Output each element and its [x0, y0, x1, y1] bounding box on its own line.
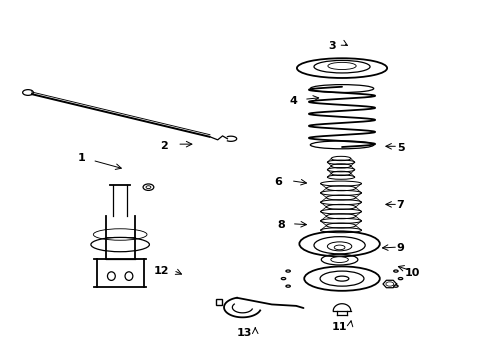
Text: 13: 13 [236, 328, 252, 338]
Ellipse shape [334, 276, 348, 281]
Text: 2: 2 [160, 141, 167, 151]
Ellipse shape [398, 278, 402, 280]
Text: 4: 4 [289, 96, 297, 106]
Ellipse shape [285, 270, 290, 272]
Text: 10: 10 [404, 268, 420, 278]
Text: 8: 8 [277, 220, 285, 230]
Ellipse shape [330, 257, 347, 262]
Ellipse shape [146, 186, 151, 189]
Text: 12: 12 [154, 266, 169, 276]
Text: 5: 5 [396, 143, 404, 153]
Text: 7: 7 [396, 200, 404, 210]
Text: 3: 3 [328, 41, 335, 50]
Text: 11: 11 [331, 322, 346, 332]
Ellipse shape [281, 278, 285, 280]
Text: 1: 1 [77, 153, 85, 163]
Text: 9: 9 [396, 243, 404, 253]
Ellipse shape [333, 245, 344, 250]
Text: 6: 6 [274, 177, 282, 187]
Ellipse shape [393, 270, 397, 272]
Ellipse shape [285, 285, 290, 287]
Ellipse shape [393, 285, 397, 287]
